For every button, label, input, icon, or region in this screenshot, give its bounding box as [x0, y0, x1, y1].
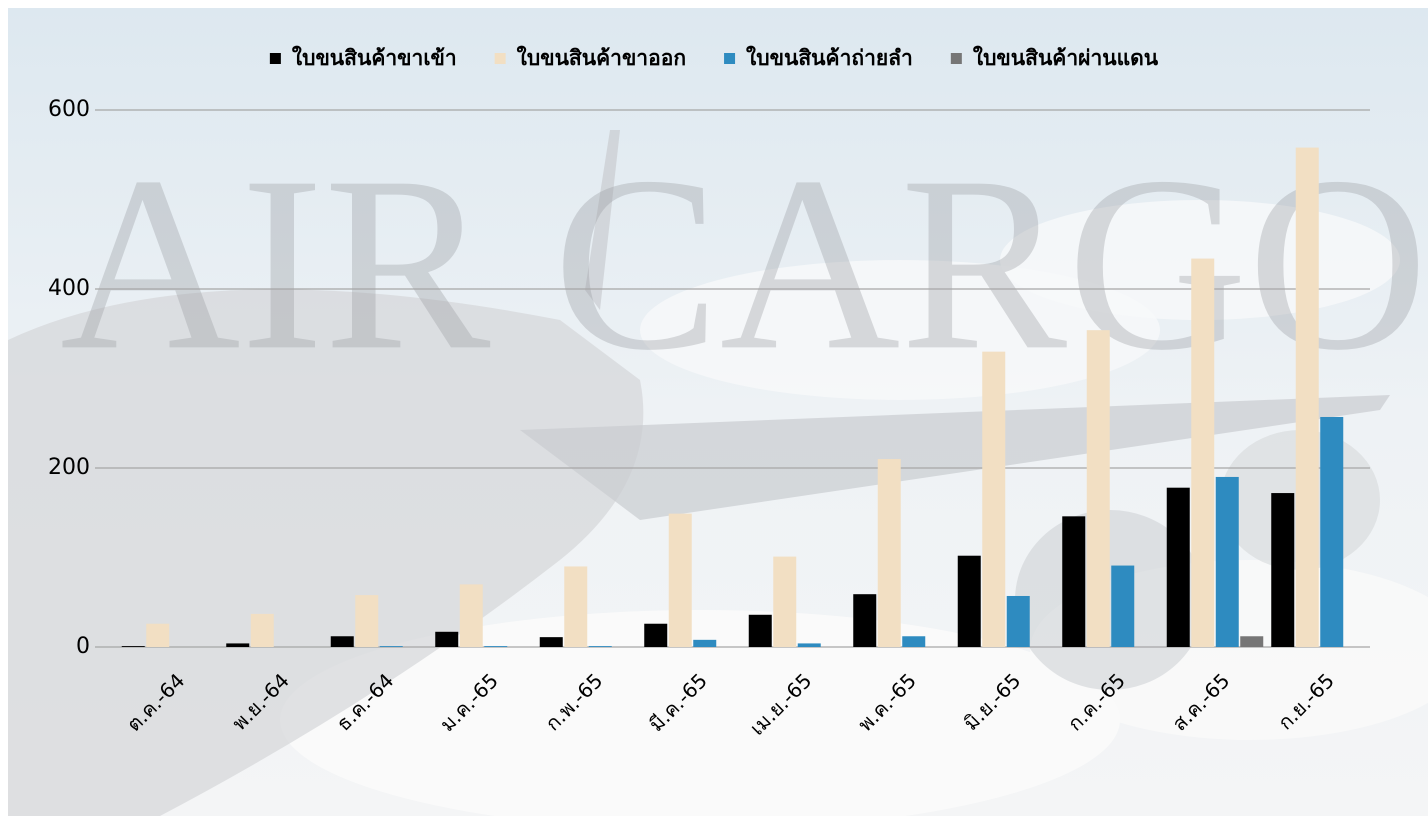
bar: [958, 556, 981, 647]
bar: [355, 595, 378, 647]
bar: [146, 624, 169, 647]
bar: [693, 640, 716, 647]
bar: [1007, 596, 1030, 647]
y-tick-label: 0: [76, 634, 90, 659]
y-tick-label: 200: [48, 455, 90, 480]
watermark: AIR CARGO: [60, 125, 1428, 402]
bar: [773, 557, 796, 647]
bar: [1296, 148, 1319, 647]
bar: [460, 584, 483, 647]
bar: [122, 646, 145, 647]
bar: [564, 566, 587, 647]
legend-label: ใบขนสินค้าขาเข้า: [292, 45, 457, 70]
bar: [251, 614, 274, 647]
bar: [435, 632, 458, 647]
bar: [878, 459, 901, 647]
legend-label: ใบขนสินค้าขาออก: [517, 45, 686, 70]
chart: AIR CARGO 0200400600ต.ค.-64พ.ย.-64ธ.ค.-6…: [0, 0, 1428, 816]
bar: [540, 637, 563, 647]
bar: [1320, 417, 1343, 647]
bar: [1111, 566, 1134, 647]
bar: [226, 643, 249, 647]
bar: [1087, 330, 1110, 647]
bar: [484, 646, 507, 647]
bar: [380, 646, 403, 647]
bar: [1240, 636, 1263, 647]
legend-label: ใบขนสินค้าผ่านแดน: [973, 45, 1159, 70]
bar: [1062, 516, 1085, 647]
bar: [902, 636, 925, 647]
bar: [1271, 493, 1294, 647]
legend-swatch: [951, 53, 962, 64]
legend-swatch: [270, 53, 281, 64]
bar: [669, 514, 692, 647]
y-tick-label: 400: [48, 276, 90, 301]
bar: [798, 643, 821, 647]
bar: [1191, 259, 1214, 647]
bar: [853, 594, 876, 647]
bar: [644, 624, 667, 647]
bar: [1167, 488, 1190, 647]
y-tick-label: 600: [48, 97, 90, 122]
bar: [589, 646, 612, 647]
bar: [331, 636, 354, 647]
legend-swatch: [724, 53, 735, 64]
legend-label: ใบขนสินค้าถ่ายลำ: [746, 45, 913, 70]
bar: [982, 352, 1005, 647]
bar: [749, 615, 772, 647]
bar: [1216, 477, 1239, 647]
legend-swatch: [495, 53, 506, 64]
